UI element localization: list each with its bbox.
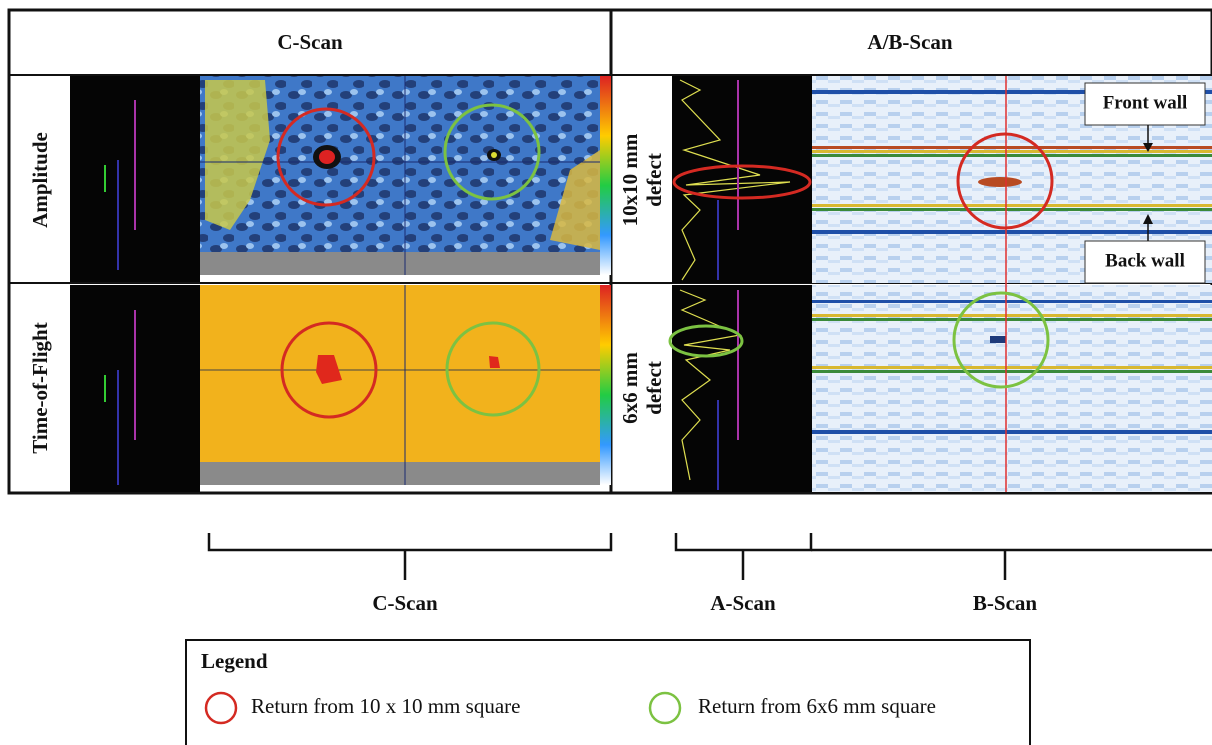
defect-label: 10x10 mm — [618, 133, 642, 226]
bracket — [209, 533, 1212, 580]
figure: C-Scan A/B-Scan Amplitude Time-of-Flight… — [0, 0, 1212, 745]
row-label: Time-of-Flight — [28, 322, 52, 453]
colorbar — [600, 76, 611, 275]
callout: Front wall — [1103, 92, 1188, 113]
defect-label: defect — [642, 153, 666, 207]
legend-box — [186, 640, 1030, 745]
bracket-label: C-Scan — [372, 591, 438, 615]
defect-label: defect — [642, 361, 666, 415]
a-scan — [672, 76, 812, 283]
bracket-label: A-Scan — [710, 591, 776, 615]
row-label: Amplitude — [28, 132, 52, 228]
gray-band — [200, 462, 600, 485]
legend-title: Legend — [201, 649, 268, 673]
a-scan — [672, 285, 812, 492]
bracket-label: B-Scan — [973, 591, 1038, 615]
header-right: A/B-Scan — [867, 30, 953, 54]
defect-label: 6x6 mm — [618, 352, 642, 424]
legend-item: Return from 6x6 mm square — [698, 694, 936, 718]
header-left: C-Scan — [277, 30, 343, 54]
legend-item: Return from 10 x 10 mm square — [251, 694, 520, 718]
callout: Back wall — [1105, 250, 1185, 271]
gray-band — [200, 252, 600, 275]
colorbar — [600, 285, 611, 485]
